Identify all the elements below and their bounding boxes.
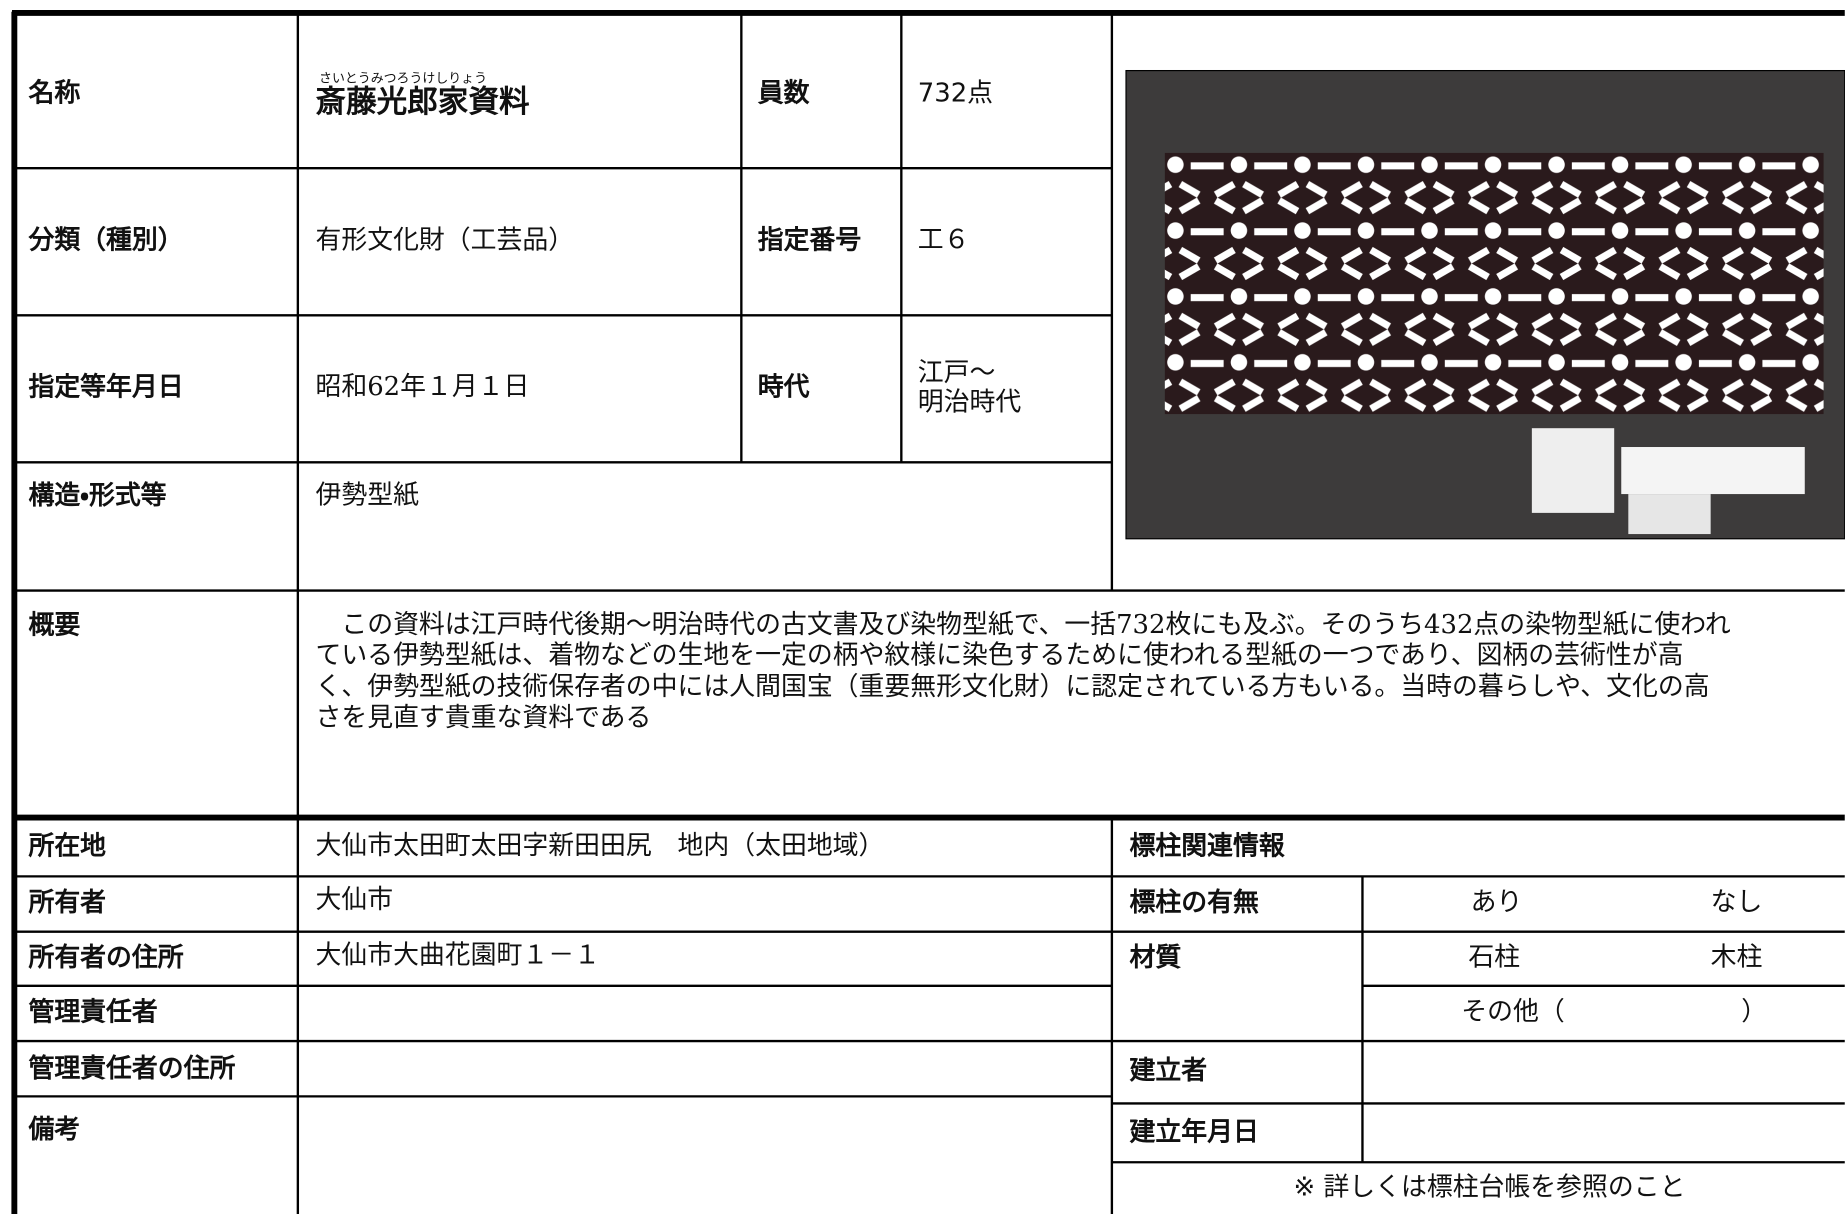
value: 大仙市大曲花園町１－１ xyxy=(316,940,600,970)
value: 大仙市太田町太田字新田田尻 地内（太田地域） xyxy=(316,831,885,861)
label: 員数 xyxy=(758,79,810,109)
overview-line: さを見直す貴重な資料である xyxy=(316,703,652,733)
option: その他（ xyxy=(1461,997,1564,1027)
value: 昭和62年１月１日 xyxy=(316,372,530,402)
option: 石柱 xyxy=(1468,943,1520,973)
label: 概要 xyxy=(28,610,80,640)
furigana: さいとうみつろうけしりょう xyxy=(319,71,487,86)
value: 明治時代 xyxy=(918,387,1022,417)
overview-line: ている伊勢型紙は、着物などの生地を一定の柄や紋様に染色するために使われる型紙の一… xyxy=(316,640,1684,670)
label: 備考 xyxy=(27,1115,80,1145)
label: 材質 xyxy=(1130,943,1182,973)
note: ※ 詳しくは標柱台帳を参照のこと xyxy=(1294,1173,1686,1203)
value: 有形文化財（工芸品） xyxy=(316,226,575,256)
option: あり xyxy=(1471,887,1523,917)
value: 斎藤光郎家資料 xyxy=(316,85,530,120)
label: 所有者 xyxy=(27,888,106,918)
value: 大仙市 xyxy=(316,885,394,915)
section-title: 標柱関連情報 xyxy=(1130,830,1285,861)
label: 構造・形式等 xyxy=(28,480,166,511)
label: 分類（種別） xyxy=(27,226,183,256)
label: 指定番号 xyxy=(758,226,862,256)
label: 所有者の住所 xyxy=(27,942,183,973)
label: 所在地 xyxy=(27,831,106,861)
label: 管理責任者 xyxy=(28,996,157,1027)
option: ） xyxy=(1741,997,1767,1027)
value: 江戸～ xyxy=(918,358,996,388)
option: 木柱 xyxy=(1711,943,1763,973)
value: 732点 xyxy=(918,79,993,109)
value: 伊勢型紙 xyxy=(316,480,420,510)
label: 指定等年月日 xyxy=(28,372,183,403)
label: 建立年月日 xyxy=(1130,1116,1259,1147)
label: 建立者 xyxy=(1130,1056,1208,1086)
overview-line: く、伊勢型紙の技術保存者の中には人間国宝（重要無形文化財）に認定されている方もい… xyxy=(316,672,1710,702)
value: 工６ xyxy=(918,225,970,255)
label: 時代 xyxy=(758,373,810,403)
label: 管理責任者の住所 xyxy=(28,1053,235,1084)
option: なし xyxy=(1711,887,1763,917)
label: 名称 xyxy=(27,78,80,109)
label: 標柱の有無 xyxy=(1130,887,1259,918)
overview-line: この資料は江戸時代後期～明治時代の古文書及び染物型紙で、一括732枚にも及ぶ。そ… xyxy=(316,610,1731,640)
photo xyxy=(1125,69,1845,540)
table-lines xyxy=(11,9,1845,1214)
